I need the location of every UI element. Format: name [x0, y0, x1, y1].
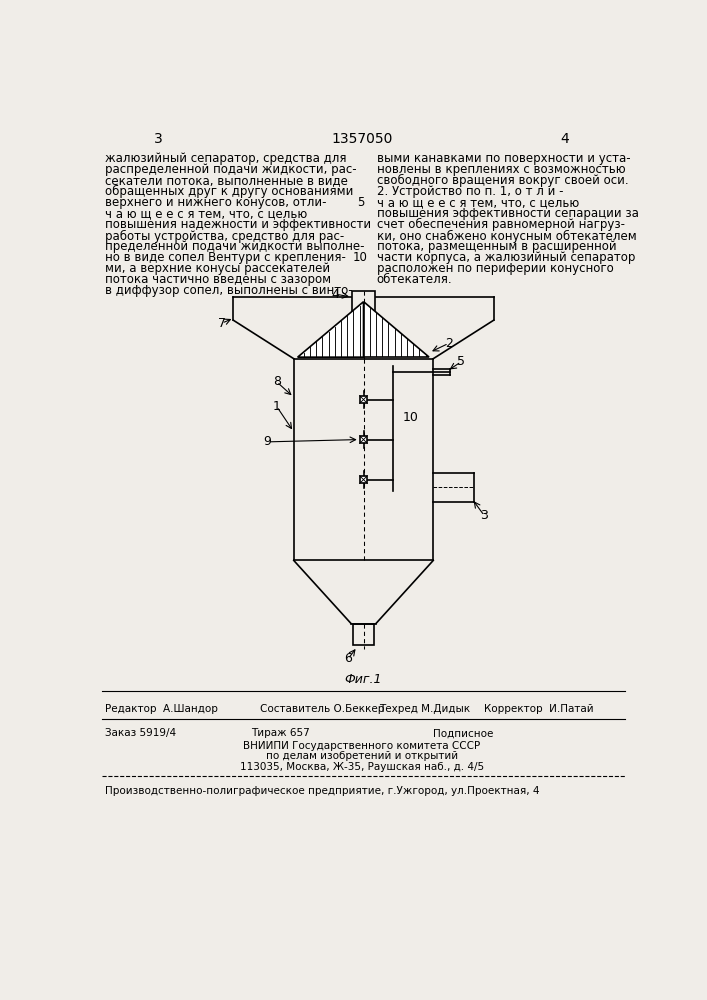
Text: жалюзийный сепаратор, средства для: жалюзийный сепаратор, средства для	[105, 152, 347, 165]
Text: ч а ю щ е е с я тем, что, с целью: ч а ю щ е е с я тем, что, с целью	[105, 207, 308, 220]
Text: Тираж 657: Тираж 657	[251, 728, 310, 738]
Text: Фиг.1: Фиг.1	[345, 673, 382, 686]
Text: Техред М.Дидык: Техред М.Дидык	[379, 704, 470, 714]
Text: 7: 7	[218, 317, 226, 330]
Text: Корректор  И.Патай: Корректор И.Патай	[484, 704, 593, 714]
Bar	[352, 291, 375, 311]
Text: потока, размещенным в расширенной: потока, размещенным в расширенной	[377, 240, 617, 253]
Text: 3: 3	[481, 509, 489, 522]
Text: расположен по периферии конусного: расположен по периферии конусного	[377, 262, 614, 275]
Text: части корпуса, а жалюзийный сепаратор: части корпуса, а жалюзийный сепаратор	[377, 251, 635, 264]
Text: 9: 9	[264, 435, 271, 448]
Bar	[360, 476, 368, 483]
Text: потока частично введены с зазором: потока частично введены с зазором	[105, 273, 332, 286]
Text: 113035, Москва, Ж-35, Раушская наб., д. 4/5: 113035, Москва, Ж-35, Раушская наб., д. …	[240, 762, 484, 772]
Text: но в виде сопел Вентури с крепления-: но в виде сопел Вентури с крепления-	[105, 251, 346, 264]
Text: 10: 10	[352, 251, 367, 264]
Text: в диффузор сопел, выполнены с винто-: в диффузор сопел, выполнены с винто-	[105, 284, 353, 297]
Text: секатели потока, выполненные в виде: секатели потока, выполненные в виде	[105, 174, 349, 187]
Text: 2: 2	[445, 337, 452, 350]
Text: распределенной подачи жидкости, рас-: распределенной подачи жидкости, рас-	[105, 163, 357, 176]
Text: по делам изобретений и открытий: по делам изобретений и открытий	[266, 751, 458, 761]
Text: пределенной подачи жидкости выполне-: пределенной подачи жидкости выполне-	[105, 240, 365, 253]
Text: 5: 5	[457, 355, 465, 368]
Text: Редактор  А.Шандор: Редактор А.Шандор	[105, 704, 218, 714]
Bar	[360, 436, 368, 443]
Text: свободного вращения вокруг своей оси.: свободного вращения вокруг своей оси.	[377, 174, 629, 187]
Text: ми, а верхние конусы рассекателей: ми, а верхние конусы рассекателей	[105, 262, 331, 275]
Text: повышения эффективности сепарации за: повышения эффективности сепарации за	[377, 207, 638, 220]
Text: 3: 3	[153, 132, 163, 146]
Text: обтекателя.: обтекателя.	[377, 273, 452, 286]
Text: 1: 1	[273, 400, 281, 413]
Text: выми канавками по поверхности и уста-: выми канавками по поверхности и уста-	[377, 152, 631, 165]
Text: Заказ 5919/4: Заказ 5919/4	[105, 728, 177, 738]
Text: Подписное: Подписное	[433, 728, 493, 738]
Text: 6: 6	[344, 652, 352, 666]
Text: новлены в креплениях с возможностью: новлены в креплениях с возможностью	[377, 163, 625, 176]
Text: верхнего и нижнего конусов, отли-: верхнего и нижнего конусов, отли-	[105, 196, 327, 209]
Text: ки, оно снабжено конусным обтекателем: ки, оно снабжено конусным обтекателем	[377, 229, 636, 243]
Text: 1357050: 1357050	[332, 132, 392, 146]
Text: Производственно-полиграфическое предприятие, г.Ужгород, ул.Проектная, 4: Производственно-полиграфическое предприя…	[105, 786, 540, 796]
Text: повышения надежности и эффективности: повышения надежности и эффективности	[105, 218, 372, 231]
Text: 5: 5	[358, 196, 365, 209]
Text: ч а ю щ е е с я тем, что, с целью: ч а ю щ е е с я тем, что, с целью	[377, 196, 579, 209]
Text: счет обеспечения равномерной нагруз-: счет обеспечения равномерной нагруз-	[377, 218, 625, 231]
Text: 4: 4	[561, 132, 569, 146]
Text: 2. Устройство по п. 1, о т л и -: 2. Устройство по п. 1, о т л и -	[377, 185, 563, 198]
Text: Составитель О.Беккер: Составитель О.Беккер	[260, 704, 385, 714]
Text: работы устройства, средство для рас-: работы устройства, средство для рас-	[105, 229, 345, 243]
Bar	[354, 624, 373, 645]
Polygon shape	[298, 302, 363, 357]
Text: обращенных друг к другу основаниями: обращенных друг к другу основаниями	[105, 185, 354, 198]
Polygon shape	[363, 302, 429, 357]
Text: 4: 4	[331, 288, 339, 301]
Text: ВНИИПИ Государственного комитета СССР: ВНИИПИ Государственного комитета СССР	[243, 741, 481, 751]
Bar	[360, 396, 368, 403]
Text: 8: 8	[273, 375, 281, 388]
Text: 10: 10	[402, 411, 418, 424]
